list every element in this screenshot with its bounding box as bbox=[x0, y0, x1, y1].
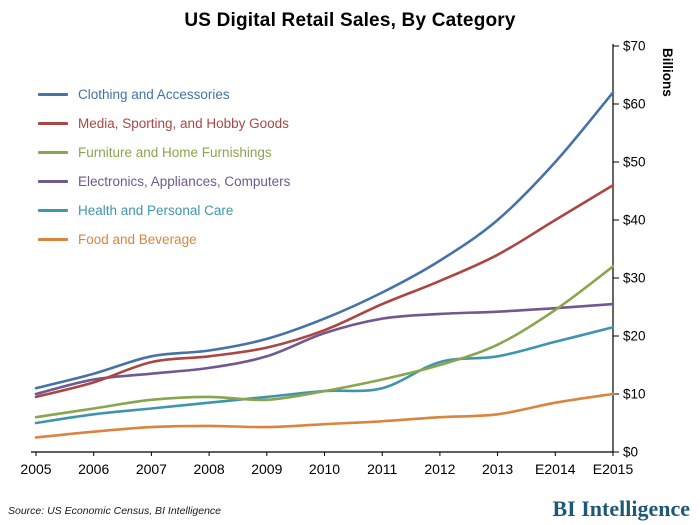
legend-label: Furniture and Home Furnishings bbox=[78, 145, 272, 160]
legend-label: Food and Beverage bbox=[78, 232, 197, 247]
legend-label: Clothing and Accessories bbox=[78, 87, 230, 102]
series-line-electronics-appliances-computers bbox=[34, 302, 615, 396]
x-axis-label: 2006 bbox=[78, 461, 109, 477]
series-line-food-and-beverage bbox=[34, 392, 615, 439]
series-line-clothing-and-accessories bbox=[34, 91, 615, 390]
source-note: Source: US Economic Census, BI Intellige… bbox=[8, 505, 222, 517]
y-axis-label: $70 bbox=[623, 39, 646, 54]
legend-swatch bbox=[38, 209, 68, 212]
y-axis-title: Billions bbox=[660, 48, 675, 97]
legend-label: Electronics, Appliances, Computers bbox=[78, 174, 291, 189]
x-axis-label: 2011 bbox=[367, 461, 397, 477]
line-chart: $0 $10 $20 $30 $40 $50 $60 $70 2005 2006 2007 2008 2… bbox=[20, 39, 675, 478]
legend-item: Media, Sporting, and Hobby Goods bbox=[38, 109, 290, 138]
legend-swatch bbox=[38, 180, 68, 183]
x-axis-label: 2012 bbox=[424, 461, 455, 477]
y-axis-label: $60 bbox=[623, 97, 646, 112]
series-line-furniture-and-home-furnishings bbox=[34, 265, 615, 419]
legend-label: Health and Personal Care bbox=[78, 203, 234, 218]
brand-logo: BI Intelligence bbox=[552, 496, 691, 521]
legend-swatch bbox=[38, 238, 68, 241]
y-axis-label: $50 bbox=[623, 155, 646, 170]
legend-item: Health and Personal Care bbox=[38, 196, 290, 225]
y-axis-label: $40 bbox=[623, 213, 646, 228]
legend-item: Food and Beverage bbox=[38, 225, 290, 254]
x-axis-label: 2005 bbox=[20, 461, 51, 477]
legend-item: Electronics, Appliances, Computers bbox=[38, 167, 290, 196]
y-axis-label: $30 bbox=[623, 271, 646, 286]
legend-label: Media, Sporting, and Hobby Goods bbox=[78, 116, 289, 131]
chart-legend: Clothing and Accessories Media, Sporting,… bbox=[38, 80, 290, 254]
chart-title: US Digital Retail Sales, By Category bbox=[184, 10, 516, 31]
x-axis-label: 2013 bbox=[482, 461, 513, 477]
series-line-media-sporting-and-hobby-goods bbox=[34, 183, 615, 399]
legend-swatch bbox=[38, 151, 68, 154]
legend-item: Furniture and Home Furnishings bbox=[38, 138, 290, 167]
y-axis-label: $20 bbox=[623, 329, 646, 344]
y-axis-label: $10 bbox=[623, 387, 646, 402]
legend-swatch bbox=[38, 122, 68, 125]
y-axis-label: $0 bbox=[623, 445, 638, 460]
x-axis-label: 2008 bbox=[194, 461, 225, 477]
x-axis-label: 2009 bbox=[251, 461, 282, 477]
x-axis-label: 2007 bbox=[136, 461, 167, 477]
x-axis-label: 2010 bbox=[309, 461, 340, 477]
legend-swatch bbox=[38, 93, 68, 96]
x-axis-label: E2015 bbox=[593, 461, 634, 477]
legend-item: Clothing and Accessories bbox=[38, 80, 290, 109]
x-axis-label: E2014 bbox=[535, 461, 576, 477]
